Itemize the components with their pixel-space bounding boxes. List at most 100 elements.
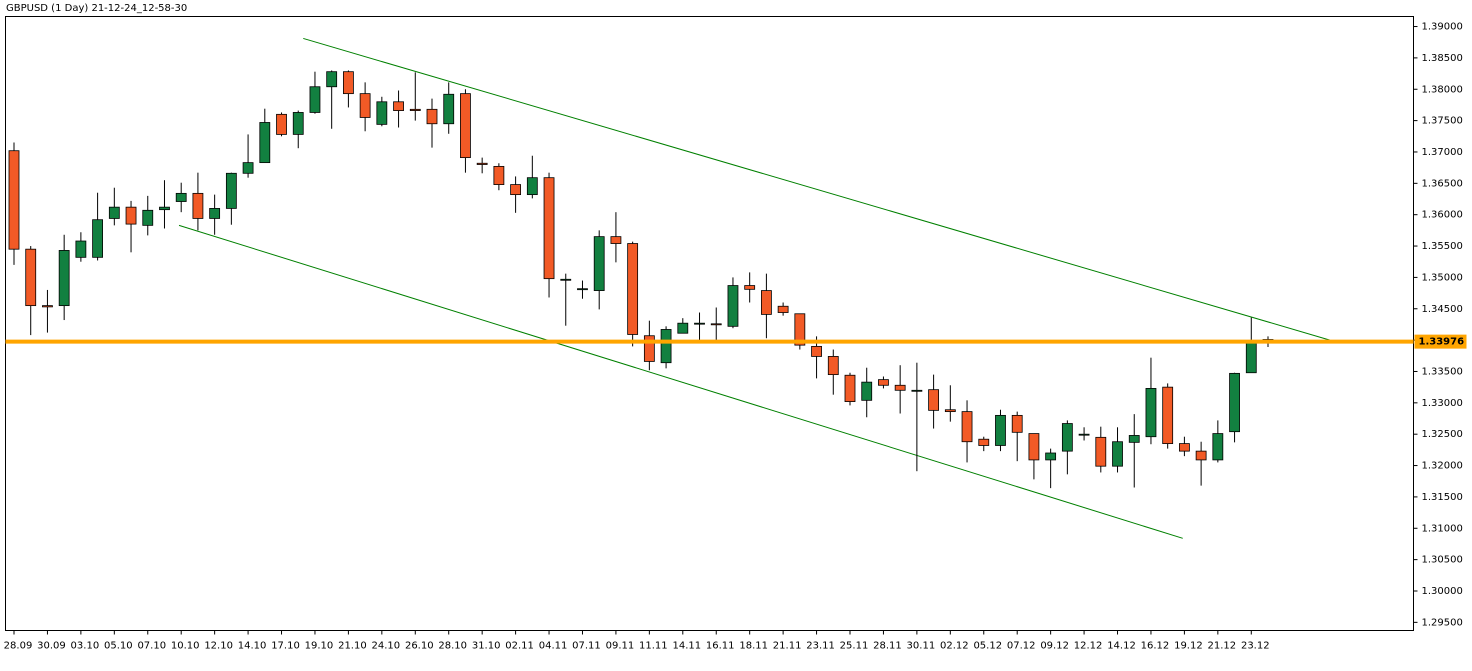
- x-tick-label: 18.11: [739, 641, 768, 652]
- candle-body: [995, 414, 1006, 446]
- x-tick-label: 30.09: [37, 641, 66, 652]
- candle-body: [894, 384, 906, 391]
- candle-body: [710, 323, 722, 326]
- candle-body: [1095, 436, 1107, 467]
- x-tick-label: 05.10: [104, 641, 133, 652]
- candle-body: [510, 184, 522, 196]
- candle-body: [443, 93, 455, 125]
- y-tick-label: 1.30500: [1422, 555, 1463, 566]
- x-tick-label: 21.10: [338, 641, 367, 652]
- candle-body: [259, 122, 271, 164]
- x-tick-label: 24.10: [372, 641, 401, 652]
- x-tick-label: 31.10: [472, 641, 501, 652]
- candle-body: [777, 305, 789, 313]
- candle-body: [1028, 433, 1040, 461]
- candle-body: [526, 177, 538, 196]
- candle-body: [560, 278, 572, 281]
- y-tick-label: 1.31000: [1422, 523, 1463, 534]
- x-tick-label: 14.11: [672, 641, 701, 652]
- y-tick-label: 1.31500: [1422, 492, 1463, 503]
- candle-body: [1179, 443, 1190, 452]
- x-tick-label: 23.12: [1241, 641, 1270, 652]
- x-tick-label: 23.11: [806, 641, 835, 652]
- candle-body: [861, 381, 873, 401]
- y-tick-label: 1.32000: [1422, 461, 1463, 472]
- y-tick-label: 1.30000: [1422, 586, 1463, 597]
- candle-body: [660, 329, 672, 364]
- candle-body: [225, 172, 237, 209]
- candle-body: [326, 71, 338, 88]
- axes: 1.29500 1.30000 1.30500 1.31000 1.31500 1.320…: [4, 22, 1467, 652]
- x-tick-label: 28.11: [873, 641, 902, 652]
- candle-body: [75, 240, 87, 258]
- candle-body: [125, 206, 137, 225]
- candle-body: [744, 285, 756, 290]
- y-tick-label: 1.35000: [1422, 272, 1463, 283]
- candle-body: [543, 177, 555, 280]
- candle-body: [1045, 452, 1057, 461]
- candle-body: [142, 209, 154, 226]
- x-tick-label: 14.10: [238, 641, 267, 652]
- candle-body: [25, 248, 37, 307]
- plot-frame: [5, 16, 1414, 631]
- candle-body: [376, 101, 388, 125]
- y-tick-label: 1.34500: [1422, 304, 1463, 315]
- x-tick-label: 21.11: [773, 641, 802, 652]
- y-tick-label: 1.36500: [1422, 178, 1463, 189]
- candle-body: [493, 165, 505, 185]
- candle-body: [827, 356, 839, 376]
- candle-body: [577, 288, 588, 291]
- x-tick-label: 09.12: [1040, 641, 1069, 652]
- candle-body: [92, 219, 103, 258]
- x-tick-label: 02.12: [940, 641, 969, 652]
- y-tick-label: 1.35500: [1422, 241, 1463, 252]
- candle-body: [1212, 433, 1224, 461]
- x-tick-label: 11.11: [639, 641, 668, 652]
- x-tick-label: 16.11: [706, 641, 735, 652]
- chart-title: GBPUSD (1 Day) 21-12-24_12-58-30: [6, 3, 187, 14]
- x-tick-label: 09.11: [606, 641, 635, 652]
- x-tick-label: 16.12: [1141, 641, 1170, 652]
- candle-body: [359, 93, 371, 118]
- candle-body: [878, 379, 889, 386]
- x-tick-label: 07.10: [137, 641, 166, 652]
- y-tick-label: 1.38000: [1422, 84, 1463, 95]
- candles: [5, 37, 1414, 539]
- level-label-box: [1414, 334, 1467, 349]
- x-tick-label: 03.10: [71, 641, 100, 652]
- x-tick-label: 07.12: [1007, 641, 1036, 652]
- candle-body: [460, 93, 471, 159]
- candle-body: [1061, 423, 1073, 452]
- x-tick-label: 05.12: [973, 641, 1002, 652]
- y-tick-label: 1.33500: [1422, 366, 1463, 377]
- x-tick-label: 10.10: [171, 641, 200, 652]
- candle-body: [393, 101, 404, 111]
- candle-body: [961, 411, 973, 443]
- candle-body: [1112, 441, 1123, 467]
- candle-body: [1128, 435, 1140, 443]
- trend-line: [303, 37, 1331, 341]
- x-tick-label: 21.12: [1208, 641, 1237, 652]
- candle-body: [811, 345, 822, 357]
- x-tick-label: 12.10: [204, 641, 233, 652]
- candle-body: [1245, 340, 1257, 374]
- candle-body: [761, 290, 772, 315]
- candle-body: [58, 250, 70, 307]
- candle-body: [209, 208, 221, 219]
- candle-body: [1195, 450, 1207, 461]
- candle-body: [677, 322, 689, 334]
- y-tick-label: 1.39000: [1422, 22, 1463, 33]
- x-tick-label: 30.11: [907, 641, 936, 652]
- trend-line: [178, 224, 1183, 539]
- x-tick-label: 28.10: [438, 641, 467, 652]
- candle-body: [593, 236, 605, 291]
- x-tick-label: 02.11: [505, 641, 534, 652]
- x-tick-label: 25.11: [840, 641, 869, 652]
- candle-body: [627, 243, 639, 335]
- candle-body: [42, 305, 53, 308]
- x-tick-label: 12.12: [1074, 641, 1103, 652]
- x-tick-label: 04.11: [539, 641, 568, 652]
- candle-body: [727, 285, 739, 327]
